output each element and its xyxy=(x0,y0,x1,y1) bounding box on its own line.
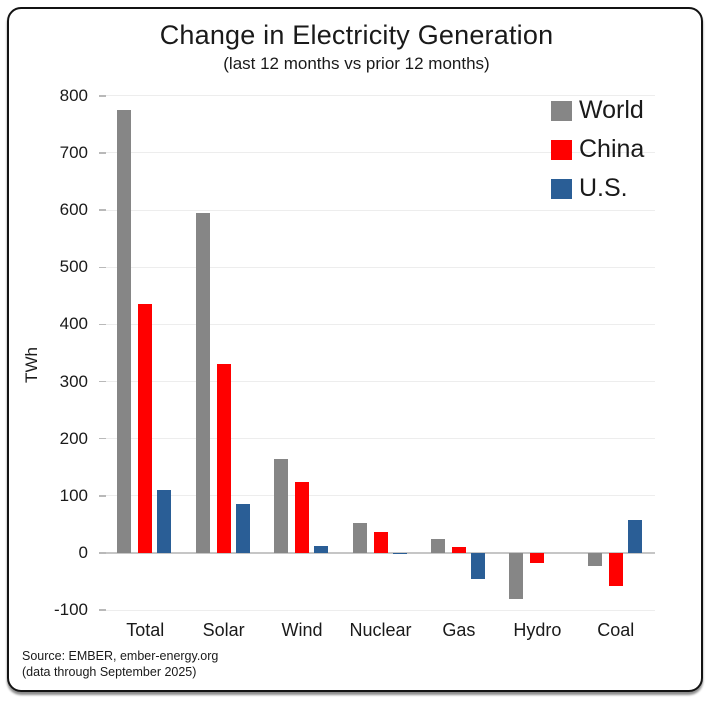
bar-us-gas xyxy=(470,553,485,579)
legend-item-world: World xyxy=(551,91,644,130)
source-line-2: (data through September 2025) xyxy=(22,665,197,679)
x-tick-label-wind: Wind xyxy=(281,620,323,640)
bar-world-gas xyxy=(430,538,445,553)
bar-china-coal xyxy=(608,553,623,587)
bar-world-coal xyxy=(587,553,602,566)
bar-us-coal xyxy=(627,519,642,553)
y-tick-mark xyxy=(99,437,106,440)
y-tick-mark xyxy=(99,95,106,97)
y-tick-label: 500 xyxy=(59,257,88,277)
y-tick-label: -100 xyxy=(53,600,88,620)
bar-us-total xyxy=(157,490,172,553)
gridline xyxy=(106,609,655,611)
gridline xyxy=(106,266,655,268)
bar-world-solar xyxy=(195,212,210,553)
chart-subtitle: (last 12 months vs prior 12 months) xyxy=(223,54,490,73)
legend-label-world: World xyxy=(579,96,644,124)
bar-world-nuclear xyxy=(352,523,367,553)
zero-gridline xyxy=(106,552,655,554)
bar-us-nuclear xyxy=(392,553,407,555)
gridline xyxy=(106,209,655,211)
legend-label-us: U.S. xyxy=(579,174,628,202)
gridline xyxy=(106,438,655,440)
bar-world-hydro xyxy=(509,553,524,599)
legend-label-china: China xyxy=(579,135,645,163)
y-tick-mark xyxy=(99,380,106,383)
bar-china-wind xyxy=(295,481,310,553)
bar-china-gas xyxy=(451,547,466,553)
bar-world-total xyxy=(117,110,132,553)
y-tick-label: 600 xyxy=(59,200,88,220)
gridline xyxy=(106,495,655,497)
y-tick-label: 100 xyxy=(59,485,88,505)
bar-world-wind xyxy=(274,458,289,553)
x-tick-label-coal: Coal xyxy=(597,620,635,640)
us-swatch-icon xyxy=(551,178,572,199)
y-tick-label: 0 xyxy=(78,543,88,562)
bar-us-wind xyxy=(314,545,329,553)
x-tick-label-gas: Gas xyxy=(442,620,476,640)
y-tick-label: 400 xyxy=(59,314,88,334)
bar-china-total xyxy=(138,304,153,553)
bar-china-solar xyxy=(216,364,231,553)
chart-title: Change in Electricity Generation xyxy=(159,20,554,50)
x-tick-label-nuclear: Nuclear xyxy=(349,620,412,640)
y-tick-label: 700 xyxy=(59,142,88,162)
bar-us-solar xyxy=(235,504,250,553)
gridline xyxy=(106,381,655,383)
legend-item-china: China xyxy=(551,130,644,169)
china-swatch-icon xyxy=(551,139,572,160)
legend-item-us: U.S. xyxy=(551,169,644,208)
y-tick-mark xyxy=(99,323,106,326)
x-tick-label-solar: Solar xyxy=(202,620,245,640)
y-tick-mark xyxy=(99,495,106,497)
y-tick-mark xyxy=(99,152,106,154)
y-tick-label: 800 xyxy=(59,85,88,105)
x-tick-label-hydro: Hydro xyxy=(513,620,562,640)
gridline xyxy=(106,152,655,154)
bar-china-nuclear xyxy=(373,532,388,553)
bar-china-hydro xyxy=(530,553,545,563)
x-tick-label-total: Total xyxy=(126,620,165,640)
world-swatch-icon xyxy=(551,100,572,121)
source-line-1: Source: EMBER, ember-energy.org xyxy=(22,649,219,663)
y-tick-mark xyxy=(99,552,106,554)
y-tick-label: 300 xyxy=(59,371,88,391)
source-note: Source: EMBER, ember-energy.org (data th… xyxy=(22,648,218,680)
y-tick-mark xyxy=(99,266,106,268)
gridline xyxy=(106,95,655,97)
y-tick-mark xyxy=(99,609,106,611)
legend: World China U.S. xyxy=(551,91,644,208)
y-tick-mark xyxy=(99,209,106,211)
y-tick-label: 200 xyxy=(59,428,88,448)
gridline xyxy=(106,323,655,325)
